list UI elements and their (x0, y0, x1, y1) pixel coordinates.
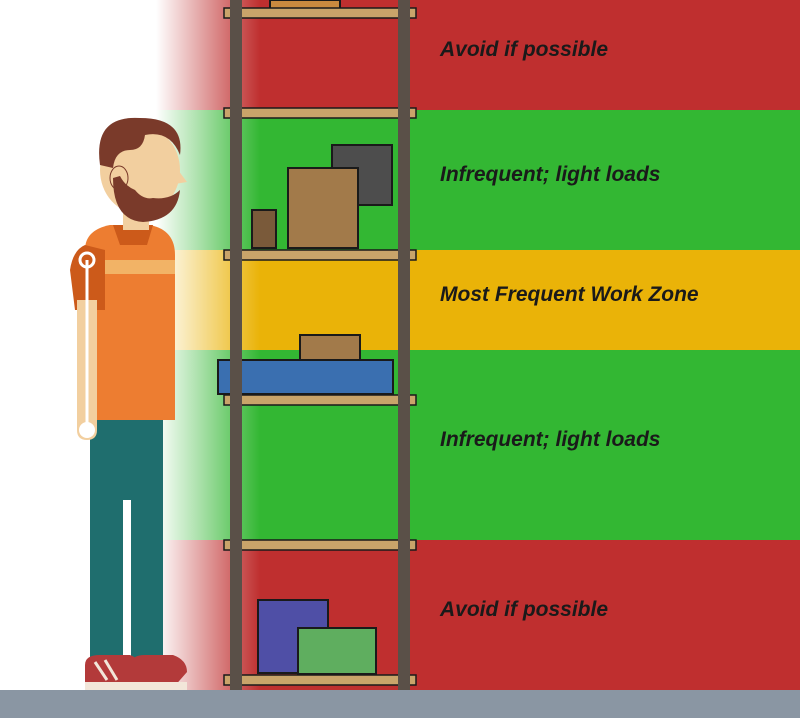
zone-label-avoid-bottom: Avoid if possible (440, 598, 608, 622)
zone-label-infrequent-bottom: Infrequent; light loads (440, 428, 661, 452)
floor (0, 690, 800, 718)
zone-label-avoid-top: Avoid if possible (440, 38, 608, 62)
zone-label-most-frequent: Most Frequent Work Zone (440, 283, 699, 307)
zone-label-infrequent-top: Infrequent; light loads (440, 163, 661, 187)
scene-svg (0, 0, 800, 718)
